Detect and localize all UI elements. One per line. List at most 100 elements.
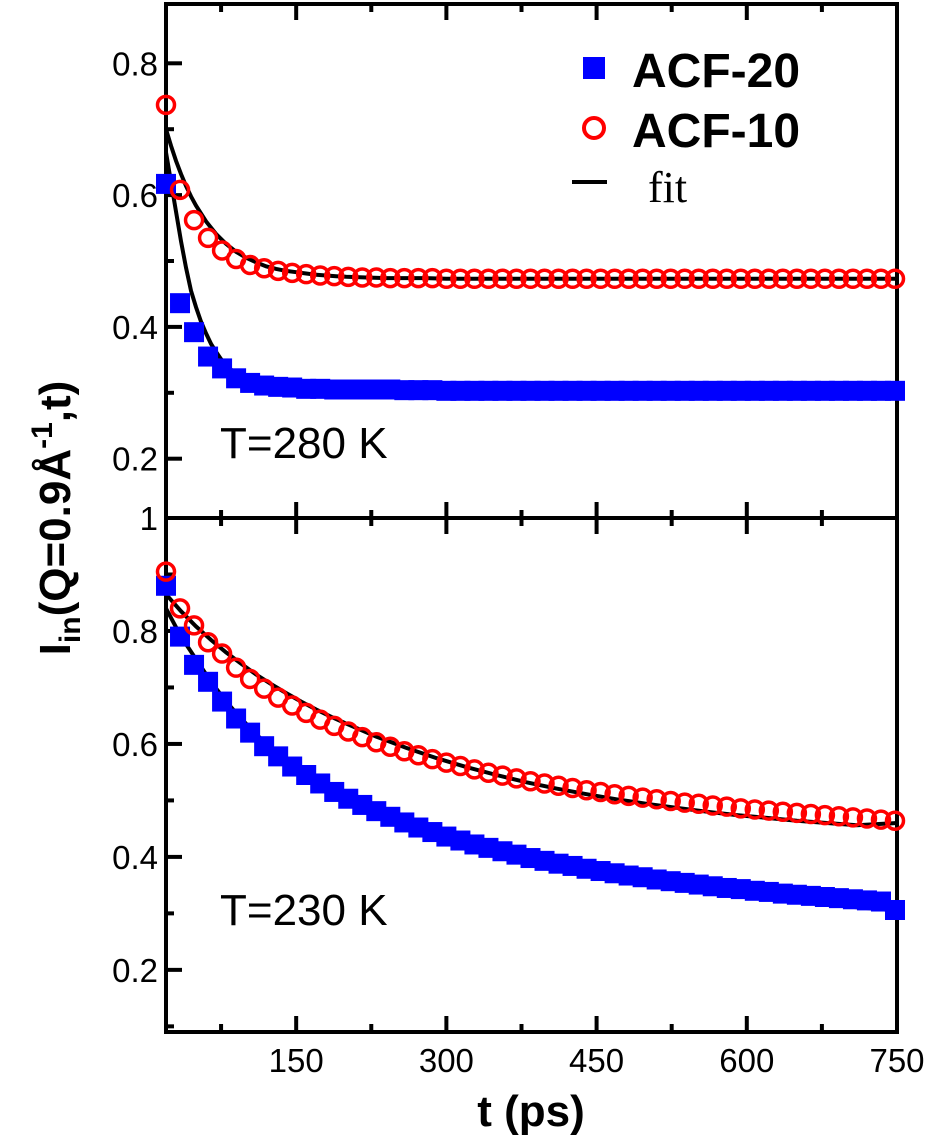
acf10-point xyxy=(590,268,611,290)
fit-lines xyxy=(164,63,898,913)
acf10-point xyxy=(380,267,401,289)
acf10-point xyxy=(464,268,485,290)
acf10-point xyxy=(842,268,864,290)
acf10-point xyxy=(183,615,205,636)
acf10-point xyxy=(239,668,261,690)
acf10-point xyxy=(562,268,583,290)
acf10-point xyxy=(352,267,373,288)
acf10-point xyxy=(197,632,219,653)
acf10-point xyxy=(604,783,625,805)
y-tick-label: 0.8 xyxy=(112,45,158,82)
acf10-point xyxy=(295,263,317,285)
plot-frame xyxy=(164,2,899,1034)
acf10-point xyxy=(730,798,752,819)
acf20-point xyxy=(212,691,233,712)
legend-label-acf20: ACF-20 xyxy=(632,45,800,98)
acf10-point xyxy=(169,598,191,619)
acf10-point xyxy=(225,657,247,678)
acf10-point xyxy=(366,267,387,288)
acf10-point xyxy=(744,268,766,290)
acf10-point xyxy=(744,799,766,820)
acf10-point xyxy=(422,267,443,289)
acf10-point xyxy=(632,787,653,808)
y-tick-label: 1 xyxy=(140,500,158,537)
acf10-point xyxy=(702,268,723,290)
acf10-point xyxy=(842,807,864,828)
data-markers xyxy=(155,94,906,920)
acf10-point xyxy=(856,808,878,829)
acf10-point xyxy=(436,752,457,773)
acf20-point xyxy=(156,575,176,596)
y-tick-label: 0.8 xyxy=(112,613,158,650)
acf10-point xyxy=(337,266,359,288)
acf10-point xyxy=(800,268,822,290)
acf20-point xyxy=(884,899,905,920)
acf10-point xyxy=(618,268,639,290)
acf10-point xyxy=(548,268,569,290)
acf10-point xyxy=(534,773,555,794)
acf10-point xyxy=(464,759,485,780)
acf10-point xyxy=(758,800,780,821)
annotation-top: T=280 K xyxy=(220,419,388,468)
y-tick-label: 0.4 xyxy=(112,309,158,346)
acf10-point xyxy=(211,643,233,664)
acf10-point xyxy=(828,805,850,827)
legend: ACF-20 ACF-10 fit xyxy=(572,45,800,212)
y-tick-label: 0.2 xyxy=(112,441,158,478)
y-tick-label: 0.6 xyxy=(112,726,158,763)
x-tick-label: 750 xyxy=(869,1042,924,1079)
legend-square-marker xyxy=(583,57,605,79)
acf10-point xyxy=(576,780,597,801)
acf10-point xyxy=(772,268,794,290)
acf10-point xyxy=(660,790,681,812)
acf10-point xyxy=(660,268,681,290)
acf10-point xyxy=(394,267,415,289)
acf10-point xyxy=(800,803,822,825)
svg-text:Iin(Q=0.9Å-1,t): Iin(Q=0.9Å-1,t) xyxy=(26,381,87,656)
acf10-point xyxy=(309,265,331,286)
acf10-point xyxy=(253,678,275,699)
x-tick-label: 300 xyxy=(419,1042,474,1079)
x-tick-label: 600 xyxy=(719,1042,774,1079)
acf10-point xyxy=(618,785,639,807)
acf20-point xyxy=(184,322,205,343)
legend-circle-marker xyxy=(582,116,606,140)
acf10-point xyxy=(478,268,499,290)
acf10-point xyxy=(870,809,892,830)
acf10-point xyxy=(239,254,261,276)
y-axis-title: Iin(Q=0.9Å-1,t) xyxy=(26,381,87,656)
acf10-point xyxy=(267,260,289,282)
acf10-point xyxy=(183,209,205,231)
acf10-point xyxy=(155,94,177,116)
acf10-point xyxy=(716,796,738,817)
acf10-point xyxy=(674,268,695,290)
acf10-point xyxy=(604,268,625,290)
acf10-point xyxy=(884,268,906,290)
y-tick-label: 0.4 xyxy=(112,839,158,876)
acf10-point xyxy=(632,268,653,290)
acf10-point xyxy=(884,810,906,832)
annotation-bottom: T=230 K xyxy=(220,886,388,935)
acf10-point xyxy=(576,268,597,290)
acf10-point xyxy=(323,265,345,287)
acf10-point xyxy=(758,268,780,290)
acf20-point xyxy=(198,671,219,692)
y-tick-label: 0.6 xyxy=(112,177,158,214)
acf20-point xyxy=(884,380,905,401)
y-tick-label: 0.2 xyxy=(112,952,158,989)
acf10-point xyxy=(492,765,513,786)
acf10-point xyxy=(520,268,541,290)
acf10-point xyxy=(450,755,471,777)
acf10-point xyxy=(590,781,611,803)
acf10-point xyxy=(155,561,177,582)
acf10-point xyxy=(646,268,667,290)
acf10-point xyxy=(492,268,513,290)
acf10-point xyxy=(702,795,723,816)
acf10-point xyxy=(688,268,709,290)
acf10-point xyxy=(772,801,794,822)
acf10-point xyxy=(730,268,752,290)
acf10-point xyxy=(408,267,429,289)
acf20-point xyxy=(170,293,191,314)
acf10-point xyxy=(814,804,836,826)
acf10-point xyxy=(856,268,878,290)
